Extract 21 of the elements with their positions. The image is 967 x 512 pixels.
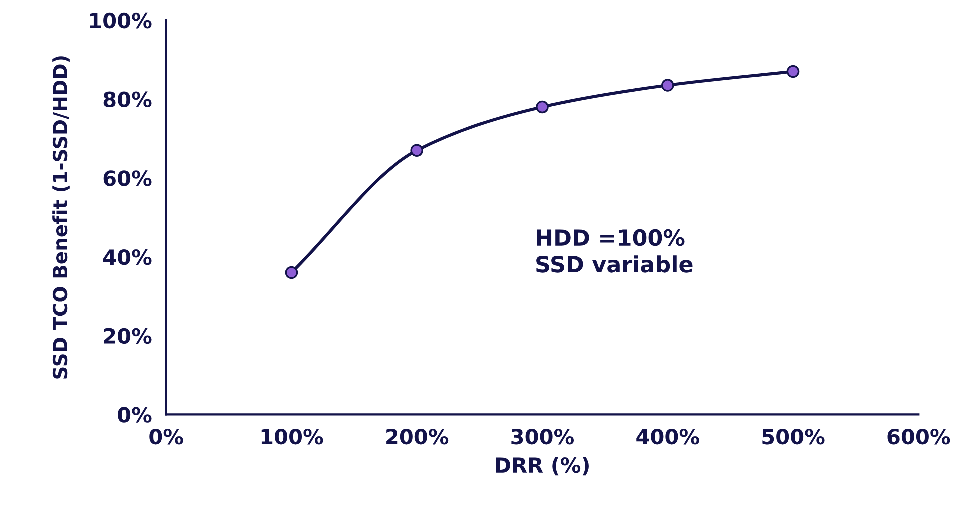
y-tick-label: 20% (104, 328, 152, 344)
point (786, 65, 800, 78)
y-tick-label: 100% (90, 12, 152, 29)
y-axis-title: SSD TCO Benefit (1-SSD/HDD) (52, 56, 70, 379)
point (536, 100, 549, 114)
y-tick-label: 60% (104, 170, 152, 186)
x-tick-label: 100% (262, 428, 324, 445)
x-tick-label: 400% (636, 428, 700, 445)
x-tick-label: 200% (386, 428, 449, 445)
point (285, 266, 298, 280)
x-tick-label: 0% (150, 428, 184, 445)
x-axis-title: DRR (%) (496, 457, 589, 476)
x-tick-label: 600% (888, 428, 950, 445)
y-tick-label: 0% (118, 407, 152, 423)
y-tick-label: 40% (104, 249, 152, 266)
y-tick-label: 80% (104, 92, 152, 108)
point (410, 144, 424, 157)
point (661, 79, 674, 92)
x-tick-label: 500% (762, 428, 825, 445)
x-tick-label: 300% (512, 428, 574, 445)
annotation: HDD =100% SSD variable (536, 229, 693, 273)
